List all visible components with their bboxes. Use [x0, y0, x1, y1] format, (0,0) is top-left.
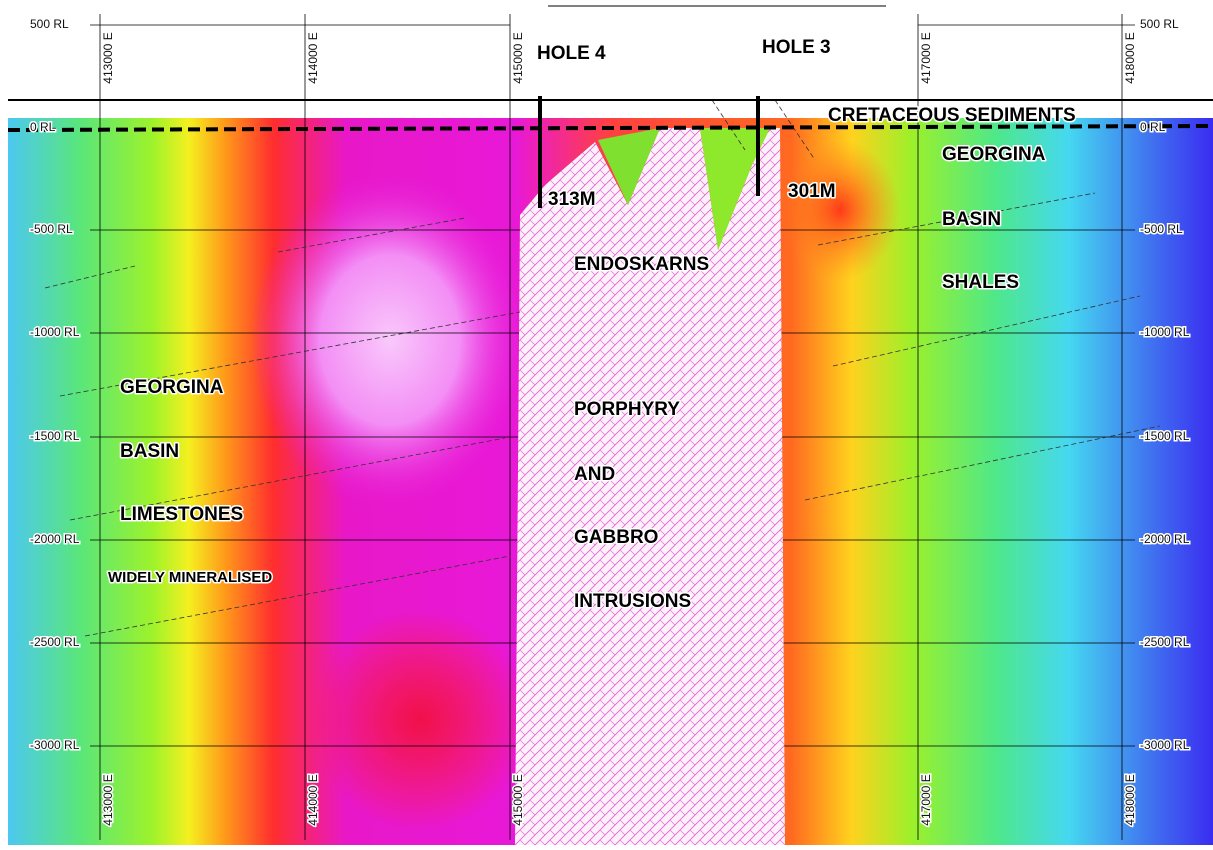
rl-label: 0 RL	[30, 120, 56, 134]
easting-label: 413000 E	[101, 32, 115, 83]
easting-label: 418000 E	[1123, 32, 1137, 83]
hole-label: HOLE 4	[537, 43, 606, 64]
hole-label: HOLE 3	[762, 37, 831, 58]
hole-depth: 301M	[788, 181, 836, 202]
rl-label: -500 RL	[30, 222, 73, 236]
unit-label: BASIN	[120, 441, 179, 462]
rl-label: 500 RL	[30, 17, 69, 31]
rl-label: -1000 RL	[1140, 325, 1190, 339]
rl-label: -1500 RL	[30, 429, 80, 443]
unconformity	[7, 124, 1211, 132]
unit-label: ENDOSKARNS	[574, 254, 709, 275]
rl-label: -1500 RL	[1140, 429, 1190, 443]
unit-label: GEORGINA	[120, 377, 224, 398]
unit-label: SHALES	[942, 272, 1019, 293]
rl-label: -2500 RL	[1140, 635, 1190, 649]
hole-depth: 313M	[548, 189, 596, 210]
high-zone	[310, 610, 530, 830]
easting-label: 413000 E	[101, 774, 115, 825]
rl-label: -2500 RL	[30, 635, 80, 649]
easting-label: 415000 E	[511, 32, 525, 83]
unit-note: WIDELY MINERALISED	[108, 569, 272, 586]
rl-label: -500 RL	[1140, 222, 1183, 236]
unit-label: GEORGINA	[942, 144, 1046, 165]
rl-label: -2000 RL	[30, 532, 80, 546]
easting-label: 418000 E	[1123, 774, 1137, 825]
unit-label: GABBRO	[574, 527, 658, 548]
easting-label: 417000 E	[919, 32, 933, 83]
unit-label: LIMESTONES	[120, 504, 243, 525]
intrusion	[515, 128, 785, 845]
dip-lines	[44, 99, 1161, 637]
unit-label: INTRUSIONS	[574, 591, 691, 612]
unit-label: AND	[574, 464, 615, 485]
unit-label: PORPHYRY	[574, 399, 680, 420]
unit-label: BASIN	[942, 209, 1001, 230]
easting-label: 417000 E	[919, 774, 933, 825]
rl-label: -3000 RL	[30, 738, 80, 752]
easting-label: 414000 E	[306, 32, 320, 83]
unit-label: CRETACEOUS SEDIMENTS	[828, 105, 1076, 126]
easting-label: 415000 E	[511, 774, 525, 825]
easting-label: 414000 E	[306, 774, 320, 825]
rl-label: -1000 RL	[30, 325, 80, 339]
rl-label: -3000 RL	[1140, 738, 1190, 752]
rl-label: 0 RL	[1140, 120, 1166, 134]
rl-label: -2000 RL	[1140, 532, 1190, 546]
notch	[598, 128, 660, 205]
high-zone	[780, 140, 900, 280]
notch	[700, 128, 770, 250]
high-zone	[250, 170, 530, 510]
rl-label: 500 RL	[1140, 17, 1179, 31]
